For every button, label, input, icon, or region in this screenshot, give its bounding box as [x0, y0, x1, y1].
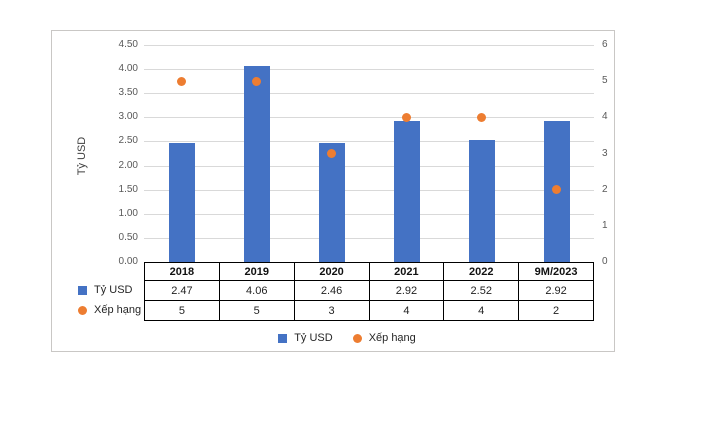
- table-header-2020: 2020: [294, 263, 370, 281]
- series-name: Xếp hạng: [94, 304, 142, 316]
- gridline: [144, 165, 594, 167]
- left-axis-tick: 3.50: [118, 87, 138, 99]
- table-cell-t-usd-2018: 2.47: [145, 281, 220, 301]
- legend-item-x-p-h-ng: Xếp hạng: [352, 332, 416, 344]
- left-axis-tick: 2.00: [118, 159, 138, 171]
- left-axis-tick: 0.50: [118, 231, 138, 243]
- gridline: [144, 141, 594, 143]
- table-cell-t-usd-2020: 2.46: [294, 281, 370, 301]
- legend-circle-icon: [352, 333, 362, 343]
- right-axis-tick: 3: [602, 147, 608, 159]
- gridline: [144, 45, 594, 46]
- table-cell-x-p-h-ng-2019: 5: [219, 301, 295, 321]
- marker-2018: [177, 76, 186, 86]
- left-axis-tick: 4.50: [118, 39, 138, 50]
- right-axis-tick: 0: [602, 256, 608, 267]
- bar-2018: [168, 143, 195, 262]
- table-cell-x-p-h-ng-2018: 5: [145, 301, 220, 321]
- gridline: [144, 93, 594, 95]
- legend-square-icon: [78, 285, 87, 295]
- right-axis-tick: 1: [602, 219, 608, 231]
- table-cell-x-p-h-ng-9m-2023: 2: [519, 301, 594, 321]
- right-axis-tick: 4: [602, 111, 608, 123]
- table-header-2022: 2022: [444, 263, 520, 281]
- left-axis-tick: 0.00: [118, 256, 138, 267]
- marker-2021: [402, 112, 411, 122]
- table-cell-t-usd-2022: 2.52: [444, 281, 520, 301]
- right-axis-tick: 6: [602, 39, 608, 50]
- legend-label: Xếp hạng: [368, 332, 416, 344]
- table-header-2021: 2021: [369, 263, 445, 281]
- table-cell-t-usd-9m-2023: 2.92: [519, 281, 594, 301]
- right-axis-tick: 5: [602, 75, 608, 87]
- legend-label: Tỷ USD: [294, 332, 333, 344]
- table-header-2018: 2018: [145, 263, 220, 281]
- left-axis-tick: 2.50: [118, 135, 138, 147]
- left-axis-tick: 1.00: [118, 207, 138, 219]
- right-axis-tick: 2: [602, 183, 608, 195]
- chart-legend: Tỷ USD Xếp hạng: [127, 330, 567, 346]
- legend-circle-icon: [78, 305, 87, 315]
- table-cell-x-p-h-ng-2022: 4: [444, 301, 520, 321]
- bar-2021: [393, 121, 420, 262]
- marker-9m-2023: [552, 185, 561, 195]
- marker-2020: [327, 149, 336, 158]
- gridline: [144, 117, 594, 119]
- table-row-label-t-usd: Tỷ USD: [78, 280, 133, 300]
- data-table: 2018 2019 2020 2021 2022 9M/2023 2.47 4.06 2.46 2…: [144, 262, 594, 321]
- bar-2022: [468, 140, 495, 262]
- chart-container: Tỷ USD 4.50 4.00 3.50 3.00 2.50 2.00 1.50 1.00 0…: [51, 30, 615, 352]
- series-name: Tỷ USD: [94, 284, 133, 296]
- table-cell-x-p-h-ng-2021: 4: [369, 301, 445, 321]
- legend-square-icon: [278, 333, 288, 343]
- gridline: [144, 189, 594, 191]
- gridline: [144, 69, 594, 71]
- table-cell-t-usd-2021: 2.92: [369, 281, 445, 301]
- marker-2019: [252, 76, 261, 86]
- table-header-9m-2023: 9M/2023: [519, 263, 594, 281]
- table-cell-x-p-h-ng-2020: 3: [294, 301, 370, 321]
- gridline: [144, 213, 594, 215]
- table-row-label-x-p-h-ng: Xếp hạng: [78, 300, 141, 320]
- left-axis-tick: 1.50: [118, 183, 138, 195]
- bar-2020: [318, 143, 345, 262]
- table-header-2019: 2019: [219, 263, 295, 281]
- gridline: [144, 237, 594, 239]
- marker-2022: [477, 112, 486, 122]
- left-axis-tick: 4.00: [118, 63, 138, 75]
- table-cell-t-usd-2019: 4.06: [219, 281, 295, 301]
- legend-item-t-usd: Tỷ USD: [278, 332, 333, 344]
- left-axis-tick: 3.00: [118, 111, 138, 123]
- bar-2019: [243, 66, 270, 262]
